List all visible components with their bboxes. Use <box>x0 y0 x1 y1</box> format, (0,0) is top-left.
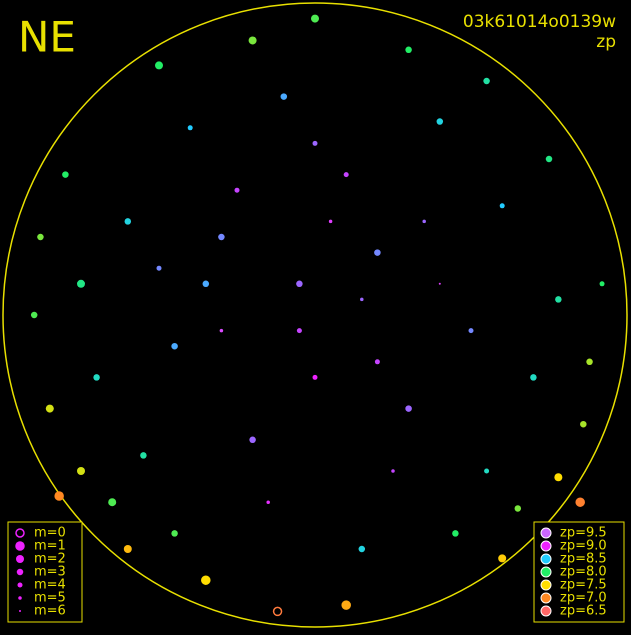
star <box>580 420 587 428</box>
star <box>405 405 412 412</box>
star <box>249 436 256 444</box>
star <box>312 374 318 380</box>
zp-legend-marker <box>540 527 552 539</box>
star <box>201 575 211 585</box>
star <box>311 14 319 23</box>
star <box>218 233 225 241</box>
star <box>266 500 270 504</box>
magnitude-legend-marker <box>16 555 24 563</box>
star <box>123 545 132 553</box>
zp-legend-marker <box>540 540 552 552</box>
star <box>438 282 441 285</box>
star <box>358 545 366 553</box>
star <box>108 498 117 507</box>
star <box>530 374 537 381</box>
star <box>296 280 303 288</box>
zp-legend-label: zp=7.0 <box>560 591 607 606</box>
star <box>554 473 563 482</box>
star <box>468 328 474 334</box>
star <box>62 171 69 178</box>
star <box>405 46 412 54</box>
star <box>93 374 100 381</box>
star <box>124 218 132 225</box>
zp-legend-label: zp=6.5 <box>560 604 607 619</box>
star <box>374 249 381 256</box>
zp-legend-marker <box>540 579 552 591</box>
magnitude-legend-label: m=1 <box>34 539 66 554</box>
star <box>555 296 562 303</box>
zp-legend-marker <box>540 566 552 578</box>
star <box>219 328 224 333</box>
star <box>156 265 162 271</box>
magnitude-legend-marker <box>18 596 22 600</box>
zp-legend-label: zp=9.0 <box>560 539 607 554</box>
star <box>514 505 522 512</box>
star <box>483 77 490 85</box>
zp-legend-label: zp=9.5 <box>560 526 607 541</box>
star <box>599 281 605 287</box>
star <box>422 219 426 224</box>
star <box>187 125 193 131</box>
magnitude-legend-label: m=2 <box>34 552 66 567</box>
star <box>54 491 64 501</box>
image-id: 03k61014o0139w <box>463 12 616 32</box>
star <box>77 279 85 288</box>
zp-legend-marker <box>540 605 552 617</box>
star <box>272 606 283 617</box>
star <box>30 311 38 319</box>
star <box>374 359 380 365</box>
star <box>484 468 490 474</box>
star <box>312 140 318 146</box>
star <box>545 155 553 163</box>
star <box>328 219 333 224</box>
star <box>280 93 288 100</box>
horizon-circle <box>2 2 628 628</box>
zp-legend-label: zp=8.5 <box>560 552 607 567</box>
star <box>171 530 178 537</box>
magnitude-legend-marker <box>15 528 25 538</box>
direction-label: NE <box>18 13 76 62</box>
magnitude-legend-label: m=6 <box>34 604 66 619</box>
zp-legend-marker <box>540 592 552 604</box>
zp-legend-label: zp=8.0 <box>560 565 607 580</box>
star <box>360 297 364 302</box>
star <box>155 61 163 70</box>
magnitude-legend-marker <box>15 541 25 551</box>
magnitude-legend-label: m=3 <box>34 565 66 580</box>
star <box>234 187 240 193</box>
star <box>37 233 44 241</box>
star <box>171 342 178 350</box>
zp-legend-marker <box>540 553 552 565</box>
star <box>248 36 257 45</box>
star <box>343 172 349 178</box>
star <box>77 467 85 475</box>
star <box>45 404 54 413</box>
magnitude-legend-label: m=4 <box>34 578 66 593</box>
star <box>296 328 302 334</box>
star <box>499 203 505 209</box>
magnitude-legend-label: m=0 <box>34 526 66 541</box>
star <box>498 554 507 563</box>
star <box>452 530 459 537</box>
star <box>202 280 210 288</box>
star <box>575 497 585 507</box>
magnitude-legend-marker <box>17 582 23 588</box>
star <box>341 600 351 610</box>
magnitude-legend-label: m=5 <box>34 591 66 606</box>
zp-legend-label: zp=7.5 <box>560 578 607 593</box>
star <box>391 469 395 473</box>
star <box>436 118 444 125</box>
mode-label: zp <box>596 32 616 52</box>
magnitude-legend-marker <box>16 568 24 576</box>
star <box>586 358 593 366</box>
magnitude-legend-marker <box>19 610 21 612</box>
star <box>140 452 147 459</box>
